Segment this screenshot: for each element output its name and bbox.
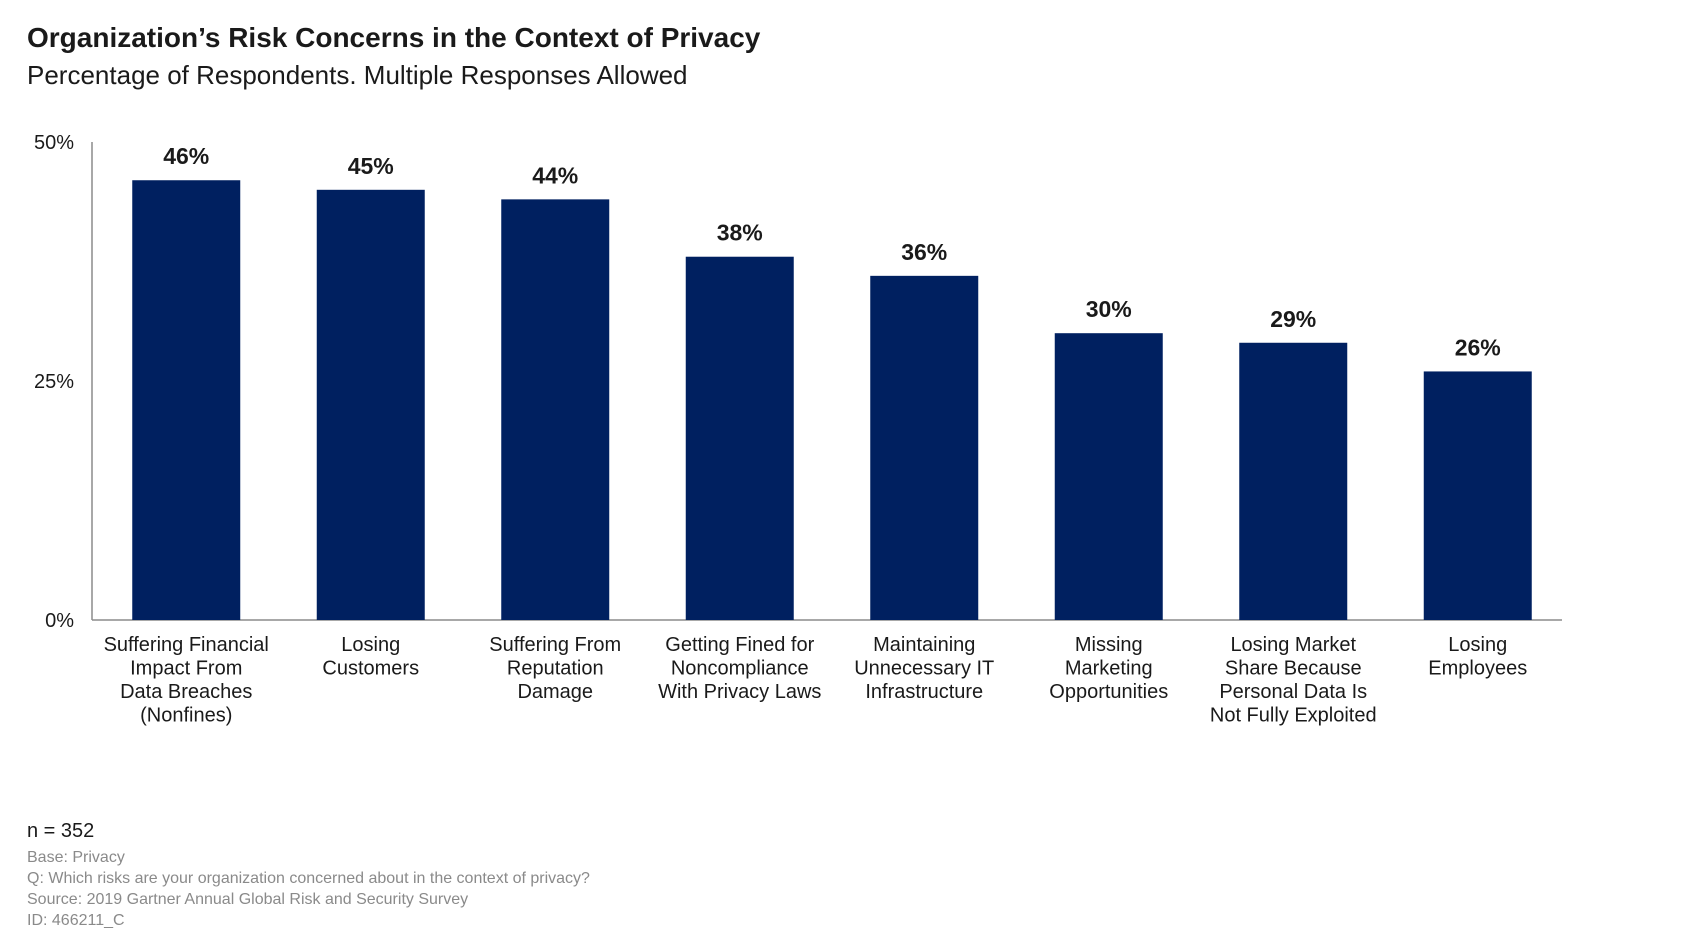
x-tick-label: Losing Employees <box>1428 634 1527 680</box>
bar <box>1054 333 1163 620</box>
bar <box>685 256 794 620</box>
x-tick-label-line: Unnecessary IT <box>854 658 994 680</box>
x-tick-label-line: Employees <box>1428 658 1527 680</box>
bar <box>1239 342 1348 620</box>
x-tick-label-line: Infrastructure <box>865 681 983 703</box>
bar-value-label: 26% <box>1455 334 1501 360</box>
source-note: Source: 2019 Gartner Annual Global Risk … <box>27 891 469 908</box>
x-tick-label-line: Opportunities <box>1049 681 1168 703</box>
bar <box>870 275 979 620</box>
chart-subtitle: Percentage of Respondents. Multiple Resp… <box>27 60 688 90</box>
x-tick-label-line: Customers <box>322 658 419 680</box>
x-tick-label: Getting Fined for Noncompliance With Priva… <box>658 634 821 703</box>
x-tick-label-line: Missing <box>1075 634 1143 656</box>
x-tick-label-line: Personal Data Is <box>1219 681 1367 703</box>
x-tick-label-line: Damage <box>517 681 593 703</box>
bar <box>316 189 425 621</box>
id-note: ID: 466211_C <box>27 912 125 929</box>
chart-title: Organization’s Risk Concerns in the Cont… <box>27 22 761 53</box>
x-tick-label-line: Not Fully Exploited <box>1210 705 1377 727</box>
x-tick-label-line: Marketing <box>1065 658 1153 680</box>
bar-value-label: 46% <box>163 143 209 169</box>
bar-value-label: 44% <box>532 162 578 188</box>
value-labels: 46% 45% 44% 38% 36% 30% 29% 26% <box>163 143 1501 360</box>
y-tick-label: 25% <box>34 371 74 393</box>
bar-value-label: 45% <box>348 153 394 179</box>
x-tick-label: Suffering From Reputation Damage <box>489 634 621 703</box>
x-tick-label: Missing Marketing Opportunities <box>1049 634 1168 703</box>
bar-value-label: 29% <box>1270 306 1316 332</box>
bar-chart: 0% 25% 50% 46% 45% 44% 38% 36% 30% 29% 26% Suffer… <box>34 132 1562 727</box>
x-tick-label-line: Getting Fined for <box>665 634 814 656</box>
x-tick-label-line: Losing <box>1448 634 1507 656</box>
bar <box>132 180 241 621</box>
sample-size: n = 352 <box>27 820 95 842</box>
bar <box>1423 371 1532 620</box>
x-tick-label-line: Reputation <box>507 658 604 680</box>
x-tick-label: Maintaining Unnecessary IT Infrastructure <box>854 634 994 703</box>
x-tick-label-line: Share Because <box>1225 658 1362 680</box>
x-tick-label-line: Suffering Financial <box>104 634 269 656</box>
x-tick-label-line: Noncompliance <box>671 658 809 680</box>
question-note: Q: Which risks are your organization con… <box>27 870 590 887</box>
x-tick-label-line: Maintaining <box>873 634 975 656</box>
x-tick-label-line: Data Breaches <box>120 681 252 703</box>
x-tick-label: Suffering Financial Impact From Data Breac… <box>104 634 269 727</box>
y-tick-label: 0% <box>45 610 74 632</box>
bar-value-label: 36% <box>901 239 947 265</box>
x-tick-label-line: (Nonfines) <box>140 705 232 727</box>
x-tick-label-line: With Privacy Laws <box>658 681 821 703</box>
x-tick-label-line: Impact From <box>130 658 242 680</box>
chart-footer: n = 352 Base: Privacy Q: Which risks are… <box>27 820 590 931</box>
x-tick-label-line: Suffering From <box>489 634 621 656</box>
bars <box>132 180 1532 621</box>
y-tick-label: 50% <box>34 132 74 154</box>
bar-value-label: 38% <box>717 220 763 246</box>
base-note: Base: Privacy <box>27 849 125 866</box>
x-axis-labels: Suffering Financial Impact From Data Breac… <box>104 634 1528 727</box>
x-tick-label: Losing Market Share Because Personal Data … <box>1210 634 1377 727</box>
x-tick-label-line: Losing Market <box>1230 634 1356 656</box>
bar-value-label: 30% <box>1086 296 1132 322</box>
bar <box>501 199 610 621</box>
x-tick-label-line: Losing <box>341 634 400 656</box>
x-tick-label: Losing Customers <box>322 634 419 680</box>
